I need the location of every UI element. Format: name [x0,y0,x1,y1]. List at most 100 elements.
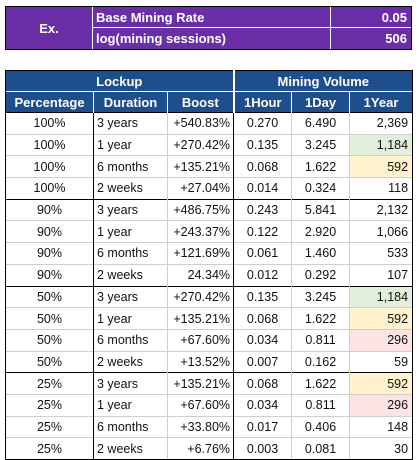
info-rows: Base Mining Rate 0.05 log(mining session… [93,7,411,49]
log-sessions-row: log(mining sessions) 506 [93,28,411,49]
duration-cell: 3 years [93,112,168,135]
hour-volume-cell: 0.061 [233,242,292,265]
hour-volume-cell: 0.243 [233,198,292,221]
boost-cell: +540.83% [166,112,234,135]
table-row: 50% 3 years +270.42% 0.135 3.245 1,184 [5,285,414,308]
hour-volume-cell: 0.014 [233,177,292,200]
duration-cell: 6 months [93,242,168,265]
year-volume-cell: 296 [349,393,414,417]
year-volume-cell: 1,184 [349,285,414,308]
percentage-cell: 90% [5,263,94,286]
table-row: 90% 6 months +121.69% 0.061 1.460 533 [5,242,414,265]
day-volume-cell: 3.245 [291,285,350,308]
day-volume-cell: 0.811 [291,328,350,352]
percentage-cell: 90% [5,198,94,221]
info-box: Ex. Base Mining Rate 0.05 log(mining ses… [5,6,412,50]
day-volume-cell: 0.081 [291,437,350,460]
year-volume-cell: 148 [349,415,414,438]
boost-cell: +6.76% [166,437,234,460]
table-body: 100% 3 years +540.83% 0.270 6.490 2,369 100% 1 … [5,112,414,460]
mining-table: Lockup Mining Volume Percentage Duration… [4,70,414,460]
year-volume-cell: 592 [349,307,414,330]
group-header-row: Lockup Mining Volume [4,70,414,92]
table-row: 90% 2 weeks 24.34% 0.012 0.292 107 [5,263,414,286]
table-row: 25% 1 year +67.60% 0.034 0.811 296 [5,393,414,417]
log-sessions-label: log(mining sessions) [93,28,331,49]
duration-cell: 3 years [93,285,168,308]
table-row: 25% 2 weeks +6.76% 0.003 0.081 30 [5,437,414,460]
hour-volume-cell: 0.034 [233,393,292,417]
year-volume-cell: 533 [349,242,414,265]
hour-volume-cell: 0.017 [233,415,292,438]
duration-cell: 2 weeks [93,437,168,460]
duration-cell: 1 year [93,133,168,156]
year-volume-cell: 1,066 [349,220,414,243]
boost-cell: +27.04% [166,177,234,200]
hour-volume-cell: 0.068 [233,155,292,178]
duration-cell: 6 months [93,328,168,352]
table-row: 25% 3 years +135.21% 0.068 1.622 592 [5,372,414,395]
day-volume-cell: 2.920 [291,220,350,243]
year-volume-cell: 2,369 [349,112,414,135]
col-header-percentage: Percentage [5,91,94,113]
boost-cell: +135.21% [166,155,234,178]
boost-cell: +33.80% [166,415,234,438]
table-row: 100% 3 years +540.83% 0.270 6.490 2,369 [5,112,414,135]
percentage-cell: 50% [5,350,94,373]
boost-cell: +243.37% [166,220,234,243]
percentage-cell: 100% [5,155,94,178]
percentage-cell: 100% [5,112,94,135]
col-header-boost: Boost [166,91,234,113]
hour-volume-cell: 0.012 [233,263,292,286]
table-row: 100% 2 weeks +27.04% 0.014 0.324 118 [5,177,414,200]
percentage-cell: 90% [5,242,94,265]
percentage-cell: 25% [5,415,94,438]
percentage-cell: 100% [5,177,94,200]
hour-volume-cell: 0.007 [233,350,292,373]
duration-cell: 2 weeks [93,177,168,200]
percentage-cell: 90% [5,220,94,243]
duration-cell: 1 year [93,307,168,330]
year-volume-cell: 592 [349,155,414,178]
percentage-cell: 50% [5,307,94,330]
table-row: 100% 6 months +135.21% 0.068 1.622 592 [5,155,414,178]
example-label: Ex. [6,7,93,49]
group-header-lockup: Lockup [4,70,234,92]
duration-cell: 3 years [93,198,168,221]
hour-volume-cell: 0.068 [233,307,292,330]
boost-cell: +67.60% [166,328,234,352]
year-volume-cell: 1,184 [349,133,414,156]
hour-volume-cell: 0.034 [233,328,292,352]
day-volume-cell: 0.406 [291,415,350,438]
boost-cell: +135.21% [166,307,234,330]
day-volume-cell: 0.162 [291,350,350,373]
year-volume-cell: 2,132 [349,198,414,221]
day-volume-cell: 0.811 [291,393,350,417]
day-volume-cell: 1.622 [291,155,350,178]
boost-cell: +67.60% [166,393,234,417]
hour-volume-cell: 0.068 [233,372,292,395]
table-row: 25% 6 months +33.80% 0.017 0.406 148 [5,415,414,438]
year-volume-cell: 296 [349,328,414,352]
day-volume-cell: 1.622 [291,307,350,330]
boost-cell: +270.42% [166,285,234,308]
year-volume-cell: 592 [349,372,414,395]
year-volume-cell: 118 [349,177,414,200]
duration-cell: 2 weeks [93,350,168,373]
duration-cell: 6 months [93,415,168,438]
hour-volume-cell: 0.135 [233,285,292,308]
percentage-cell: 25% [5,393,94,417]
percentage-cell: 25% [5,372,94,395]
day-volume-cell: 5.841 [291,198,350,221]
day-volume-cell: 0.292 [291,263,350,286]
col-header-duration: Duration [93,91,168,113]
boost-cell: +121.69% [166,242,234,265]
group-header-mining: Mining Volume [232,70,414,92]
day-volume-cell: 6.490 [291,112,350,135]
base-rate-label: Base Mining Rate [93,7,331,27]
boost-cell: 24.34% [166,263,234,286]
boost-cell: +135.21% [166,372,234,395]
hour-volume-cell: 0.122 [233,220,292,243]
table-row: 50% 1 year +135.21% 0.068 1.622 592 [5,307,414,330]
duration-cell: 1 year [93,220,168,243]
